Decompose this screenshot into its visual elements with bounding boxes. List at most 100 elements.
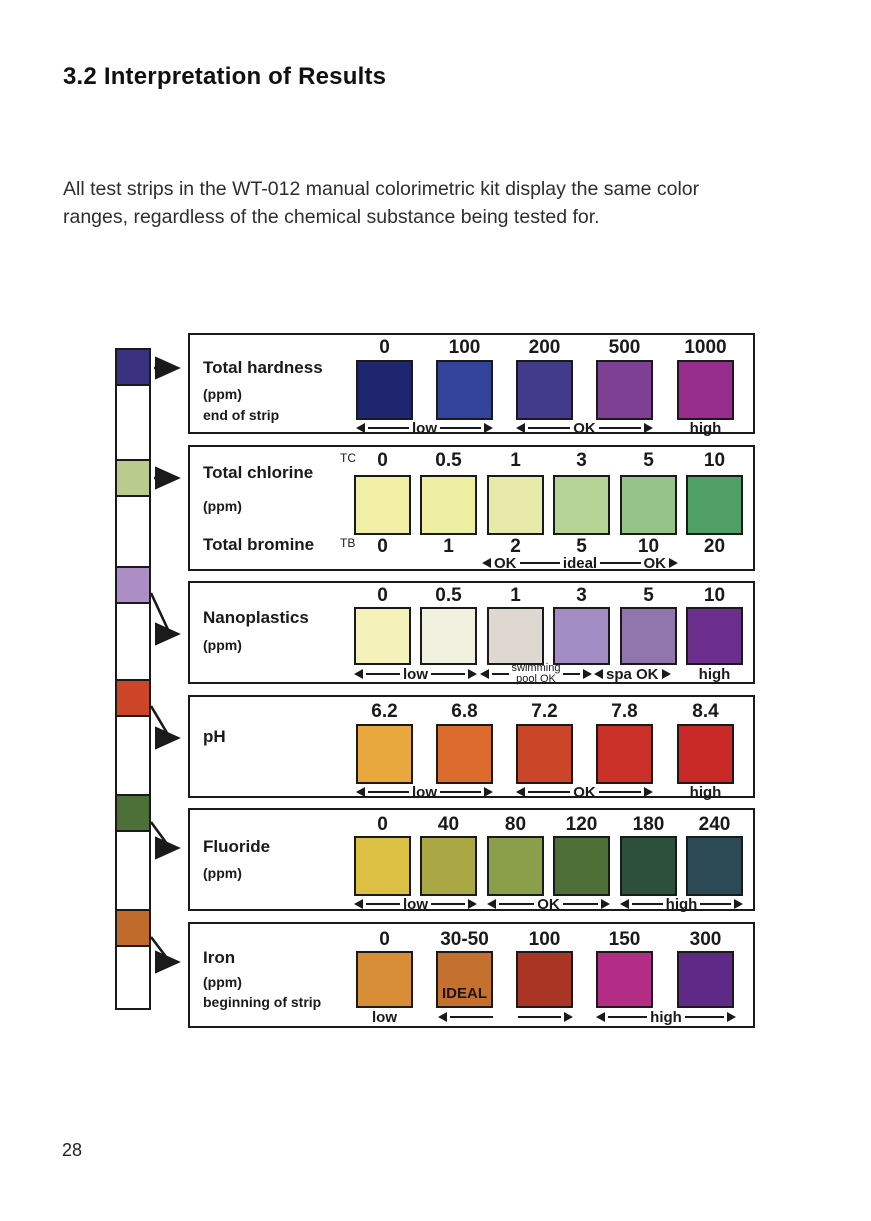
- arrow-right-icon: [484, 787, 493, 797]
- color-swatch: [596, 724, 653, 784]
- color-swatch: [487, 607, 544, 665]
- swatch-value: 0: [379, 929, 390, 950]
- swatch-value: 3: [576, 450, 587, 471]
- arrow-line: [632, 902, 663, 906]
- panel-total-hardness: Total hardness (ppm) end of strip 0 100 …: [188, 333, 755, 437]
- arrow-right-icon: [484, 423, 493, 433]
- swatch-value: 0.5: [435, 585, 462, 606]
- color-swatch: [356, 724, 413, 784]
- range-label: OK: [573, 783, 596, 801]
- arrow-line: [366, 672, 400, 676]
- arrow-right-icon: [727, 1012, 736, 1022]
- arrow-line: [562, 902, 598, 906]
- color-swatch: [420, 836, 477, 896]
- color-swatch: [553, 475, 610, 535]
- swatch-value: 40: [437, 814, 460, 835]
- arrow-right-icon: [564, 1012, 573, 1022]
- swatch-value: 1: [510, 450, 521, 471]
- panel-unit: (ppm): [203, 865, 242, 881]
- range-low: low: [356, 783, 493, 801]
- panel-title: Total hardness: [203, 358, 323, 377]
- arrow-left-icon: [620, 899, 629, 909]
- color-swatch: [620, 836, 677, 896]
- panel-note: beginning of strip: [203, 994, 322, 1010]
- strip-pad-chlorine-bromine: [115, 459, 151, 497]
- arrow-line: [528, 426, 571, 430]
- range-low: low: [356, 419, 493, 437]
- arrow-line: [598, 426, 641, 430]
- arrow-line: [450, 1015, 493, 1019]
- panel-title: Fluoride: [203, 837, 271, 856]
- intro-line-1: All test strips in the WT-012 manual col…: [63, 178, 700, 200]
- swatch-value: 3: [576, 585, 587, 606]
- pool-label-line2: pool OK: [516, 673, 556, 685]
- range-label: low: [372, 1008, 397, 1026]
- arrow-right-icon: [669, 558, 678, 568]
- color-swatch: [686, 475, 743, 535]
- panel-title: Nanoplastics: [203, 608, 309, 627]
- range-label: OK: [494, 554, 517, 572]
- arrow-left-icon: [516, 423, 525, 433]
- arrow-to-ph: [149, 705, 181, 750]
- bromine-value: 10: [637, 536, 660, 557]
- swatch-value: 5: [643, 585, 654, 606]
- color-swatch: [487, 475, 544, 535]
- arrow-right-icon: [583, 669, 592, 679]
- range-arrow-left: [438, 1010, 493, 1024]
- range-label: ideal: [562, 554, 598, 572]
- arrow-to-fluoride: [149, 821, 181, 860]
- range-ok-ideal-ok: OK ideal OK: [482, 554, 678, 572]
- range-low: low: [356, 1008, 413, 1026]
- range-low: low: [354, 667, 477, 682]
- swatch-value: 7.2: [531, 701, 558, 722]
- swatch-value: 100: [448, 337, 481, 358]
- color-swatch: [354, 607, 411, 665]
- range-high: high: [596, 1008, 736, 1026]
- color-swatch: [487, 836, 544, 896]
- arrow-left-icon: [482, 558, 491, 568]
- arrow-right-icon: [601, 899, 610, 909]
- swatch-value: 180: [632, 814, 665, 835]
- range-label: swimming pool OK: [512, 663, 561, 685]
- swatch-value: 300: [689, 929, 722, 950]
- arrow-line: [368, 426, 409, 430]
- range-high: high: [620, 897, 743, 912]
- color-swatch: [620, 475, 677, 535]
- bromine-value: 0: [377, 536, 388, 557]
- swatch-value: 0: [377, 814, 388, 835]
- range-spa-ok: spa OK: [594, 667, 676, 682]
- arrow-line: [431, 902, 465, 906]
- range-label: high: [689, 783, 722, 801]
- strip-pad-iron: [115, 909, 151, 947]
- range-label: OK: [643, 554, 667, 572]
- range-label: OK: [537, 895, 560, 913]
- arrow-line: [518, 1015, 561, 1019]
- color-swatch: [620, 607, 677, 665]
- color-swatch: [354, 836, 411, 896]
- swatch-value: 10: [703, 450, 726, 471]
- arrow-left-icon: [356, 423, 365, 433]
- color-swatch: [596, 360, 653, 420]
- color-swatch: [686, 607, 743, 665]
- color-swatch: [420, 607, 477, 665]
- arrow-line: [684, 1015, 724, 1019]
- swatch-value: 0.5: [435, 450, 462, 471]
- swatch-value: 1000: [684, 337, 727, 358]
- tc-superscript: TC: [340, 451, 356, 465]
- range-high: high: [677, 783, 734, 801]
- arrow-left-icon: [487, 899, 496, 909]
- range-label: low: [412, 419, 437, 437]
- swatch-value: 500: [608, 337, 641, 358]
- arrow-line: [700, 902, 731, 906]
- range-label: high: [650, 1008, 682, 1026]
- range-label: low: [412, 783, 437, 801]
- arrow-line: [600, 561, 641, 565]
- arrow-left-icon: [356, 787, 365, 797]
- swatch-value: 8.4: [692, 701, 719, 722]
- swatch-value: 0: [377, 585, 388, 606]
- range-high: high: [677, 421, 734, 436]
- color-swatch: [356, 360, 413, 420]
- swatch-value: 10: [703, 585, 726, 606]
- color-swatch: [516, 360, 573, 420]
